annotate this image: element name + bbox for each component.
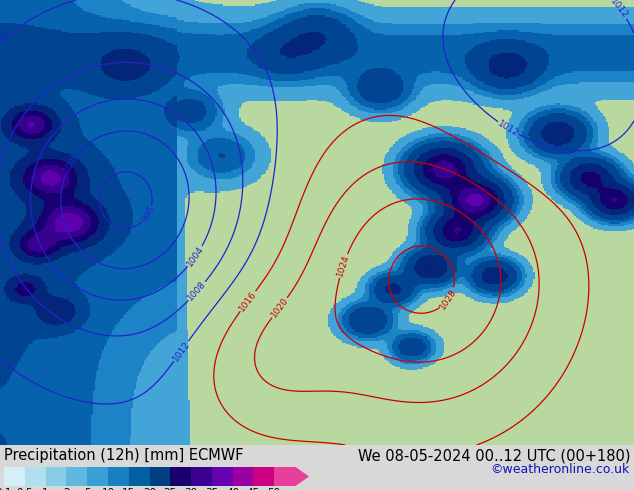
Text: 25: 25 [164,488,177,490]
Text: 1: 1 [42,488,49,490]
Text: Precipitation (12h) [mm] ECMWF: Precipitation (12h) [mm] ECMWF [4,448,243,463]
Text: 0.5: 0.5 [16,488,33,490]
Text: 1000: 1000 [61,150,81,174]
Bar [171,466,191,487]
Text: 5: 5 [84,488,91,490]
Text: 1012: 1012 [496,119,521,138]
Text: 1020: 1020 [269,296,290,319]
Text: ©weatheronline.co.uk: ©weatheronline.co.uk [491,463,630,476]
Bar [87,466,108,487]
Text: We 08-05-2024 00..12 UTC (00+180): We 08-05-2024 00..12 UTC (00+180) [358,448,630,463]
Text: 2: 2 [63,488,70,490]
Bar [4,466,25,487]
Text: 45: 45 [247,488,260,490]
Text: 35: 35 [205,488,219,490]
Text: 10: 10 [101,488,115,490]
Bar [275,466,295,487]
Bar [212,466,233,487]
Text: 1012: 1012 [0,24,20,45]
Text: 1012: 1012 [171,340,191,363]
Text: 1008: 1008 [186,280,208,303]
Text: 20: 20 [143,488,156,490]
Bar [67,466,87,487]
Text: 1016: 1016 [237,289,259,313]
Bar [150,466,171,487]
Bar [254,466,275,487]
Polygon shape [295,466,309,487]
Text: 30: 30 [184,488,198,490]
Text: 1004: 1004 [185,245,205,269]
Text: 996: 996 [140,205,157,224]
Text: 1012: 1012 [609,0,630,21]
Text: 50: 50 [268,488,281,490]
Text: 1028: 1028 [438,287,458,311]
Text: 1024: 1024 [335,253,351,278]
Bar [108,466,129,487]
Text: 15: 15 [122,488,135,490]
Bar [25,466,46,487]
Bar [191,466,212,487]
Text: 0.1: 0.1 [0,488,12,490]
Bar [129,466,150,487]
Text: 40: 40 [226,488,239,490]
Bar [233,466,254,487]
Bar [46,466,67,487]
